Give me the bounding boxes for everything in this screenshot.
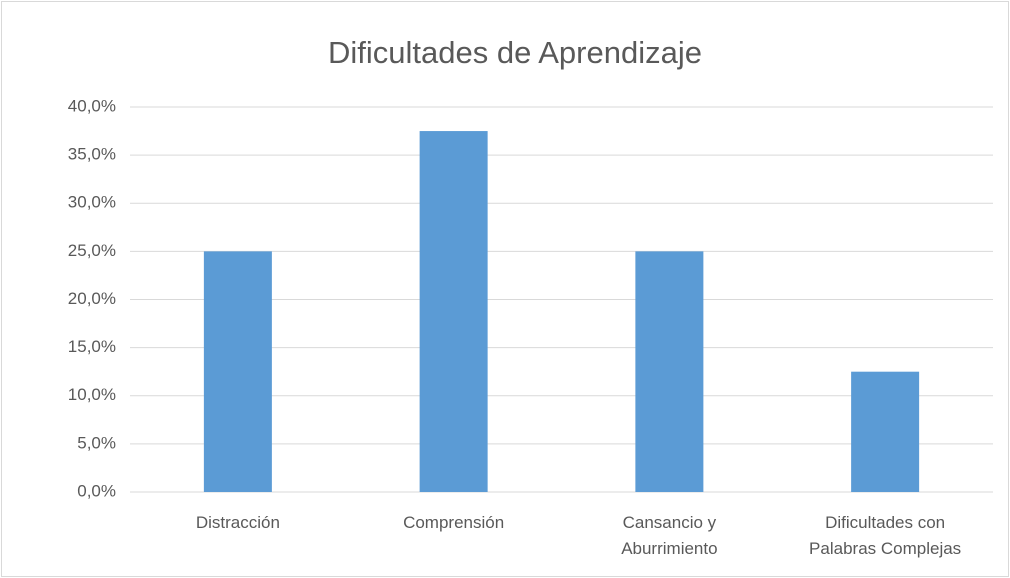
bar bbox=[635, 251, 704, 492]
y-tick-label: 5,0% bbox=[77, 433, 116, 452]
y-tick-label: 25,0% bbox=[68, 241, 116, 260]
x-tick-label: Dificultades con Palabras Complejas bbox=[809, 513, 962, 558]
bar bbox=[851, 371, 920, 492]
bar bbox=[203, 251, 272, 492]
x-tick-label: Cansancio y Aburrimiento bbox=[621, 513, 718, 558]
y-tick-label: 15,0% bbox=[68, 337, 116, 356]
y-tick-label: 10,0% bbox=[68, 385, 116, 404]
chart-title: Dificultades de Aprendizaje bbox=[328, 35, 702, 70]
y-tick-label: 30,0% bbox=[68, 193, 116, 212]
y-tick-label: 35,0% bbox=[68, 145, 116, 164]
bar bbox=[419, 131, 488, 492]
y-tick-label: 20,0% bbox=[68, 289, 116, 308]
x-tick-label: Comprensión bbox=[403, 513, 505, 532]
y-tick-label: 40,0% bbox=[68, 96, 116, 115]
x-tick-label: Distracción bbox=[195, 513, 280, 532]
y-tick-label: 0,0% bbox=[77, 481, 116, 500]
